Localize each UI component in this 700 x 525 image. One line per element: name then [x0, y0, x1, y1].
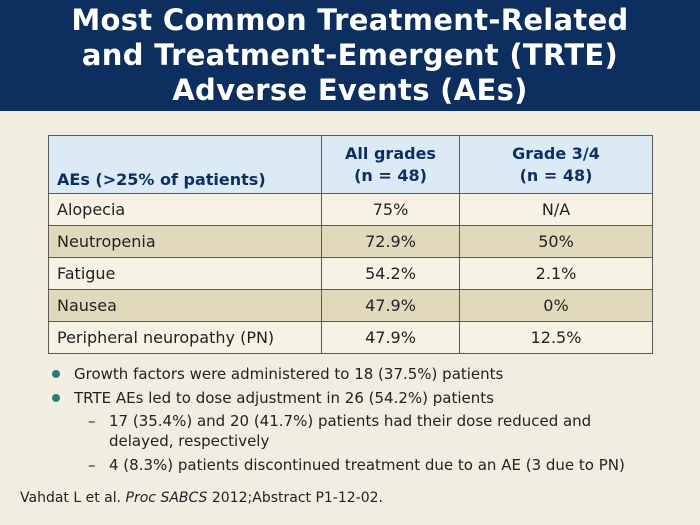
bullet-dot-icon: [52, 394, 60, 402]
slide-title-line-1: Most Common Treatment-Related: [71, 3, 629, 37]
bullet-text: TRTE AEs led to dose adjustment in 26 (5…: [74, 389, 494, 407]
citation: Vahdat L et al. Proc SABCS 2012;Abstract…: [20, 488, 383, 508]
cell-all-grades: 75%: [321, 193, 460, 226]
bullet-item: TRTE AEs led to dose adjustment in 26 (5…: [52, 387, 672, 409]
header-grade-3-4: Grade 3/4 (n = 48): [459, 135, 653, 194]
table-row: Fatigue 54.2% 2.1%: [48, 257, 653, 290]
header-ae: AEs (>25% of patients): [48, 135, 322, 194]
cell-grade-3-4: 12.5%: [459, 321, 653, 354]
table-row: Alopecia 75% N/A: [48, 193, 653, 226]
bullet-list: Growth factors were administered to 18 (…: [52, 363, 672, 479]
table-row: Peripheral neuropathy (PN) 47.9% 12.5%: [48, 321, 653, 354]
title-bar: Most Common Treatment-Related and Treatm…: [0, 0, 700, 111]
citation-details: 2012;Abstract P1-12-02.: [211, 490, 383, 506]
bullet-dot-icon: [52, 370, 60, 378]
header-grade-3-4-label: Grade 3/4: [512, 143, 600, 163]
cell-ae: Fatigue: [48, 257, 322, 290]
sub-bullet-item: – 4 (8.3%) patients discontinued treatme…: [52, 455, 672, 475]
sub-bullet-text-line-2: delayed, respectively: [109, 432, 270, 450]
bullet-text: Growth factors were administered to 18 (…: [74, 365, 504, 383]
sub-bullet-text-line-1: 17 (35.4%) and 20 (41.7%) patients had t…: [109, 412, 592, 430]
cell-ae: Nausea: [48, 289, 322, 322]
cell-grade-3-4: 2.1%: [459, 257, 653, 290]
cell-grade-3-4: 50%: [459, 225, 653, 258]
cell-all-grades: 47.9%: [321, 289, 460, 322]
sub-bullet-text: 4 (8.3%) patients discontinued treatment…: [109, 456, 625, 474]
table-header-row: AEs (>25% of patients) All grades (n = 4…: [48, 135, 653, 194]
slide-title-line-3: Adverse Events (AEs): [172, 73, 528, 107]
cell-all-grades: 72.9%: [321, 225, 460, 258]
cell-all-grades: 47.9%: [321, 321, 460, 354]
citation-journal: Proc SABCS: [125, 490, 208, 506]
dash-icon: –: [88, 412, 96, 430]
header-all-grades-label: All grades: [345, 143, 436, 163]
cell-ae: Peripheral neuropathy (PN): [48, 321, 322, 354]
cell-grade-3-4: 0%: [459, 289, 653, 322]
table-row: Nausea 47.9% 0%: [48, 289, 653, 322]
slide-title-line-2: and Treatment-Emergent (TRTE): [81, 38, 619, 72]
header-all-grades-n: (n = 48): [354, 165, 427, 185]
cell-grade-3-4: N/A: [459, 193, 653, 226]
header-grade-3-4-n: (n = 48): [519, 165, 593, 185]
cell-ae: Alopecia: [48, 193, 322, 226]
header-all-grades: All grades (n = 48): [321, 135, 460, 194]
table-row: Neutropenia 72.9% 50%: [48, 225, 653, 258]
bullet-item: Growth factors were administered to 18 (…: [52, 363, 672, 385]
citation-authors: Vahdat L et al.: [20, 490, 122, 506]
sub-bullet-item: – 17 (35.4%) and 20 (41.7%) patients had…: [52, 411, 672, 451]
ae-table: AEs (>25% of patients) All grades (n = 4…: [48, 135, 653, 354]
ae-table-wrapper: AEs (>25% of patients) All grades (n = 4…: [48, 135, 653, 354]
dash-icon: –: [88, 456, 96, 474]
cell-all-grades: 54.2%: [321, 257, 460, 290]
cell-ae: Neutropenia: [48, 225, 322, 258]
